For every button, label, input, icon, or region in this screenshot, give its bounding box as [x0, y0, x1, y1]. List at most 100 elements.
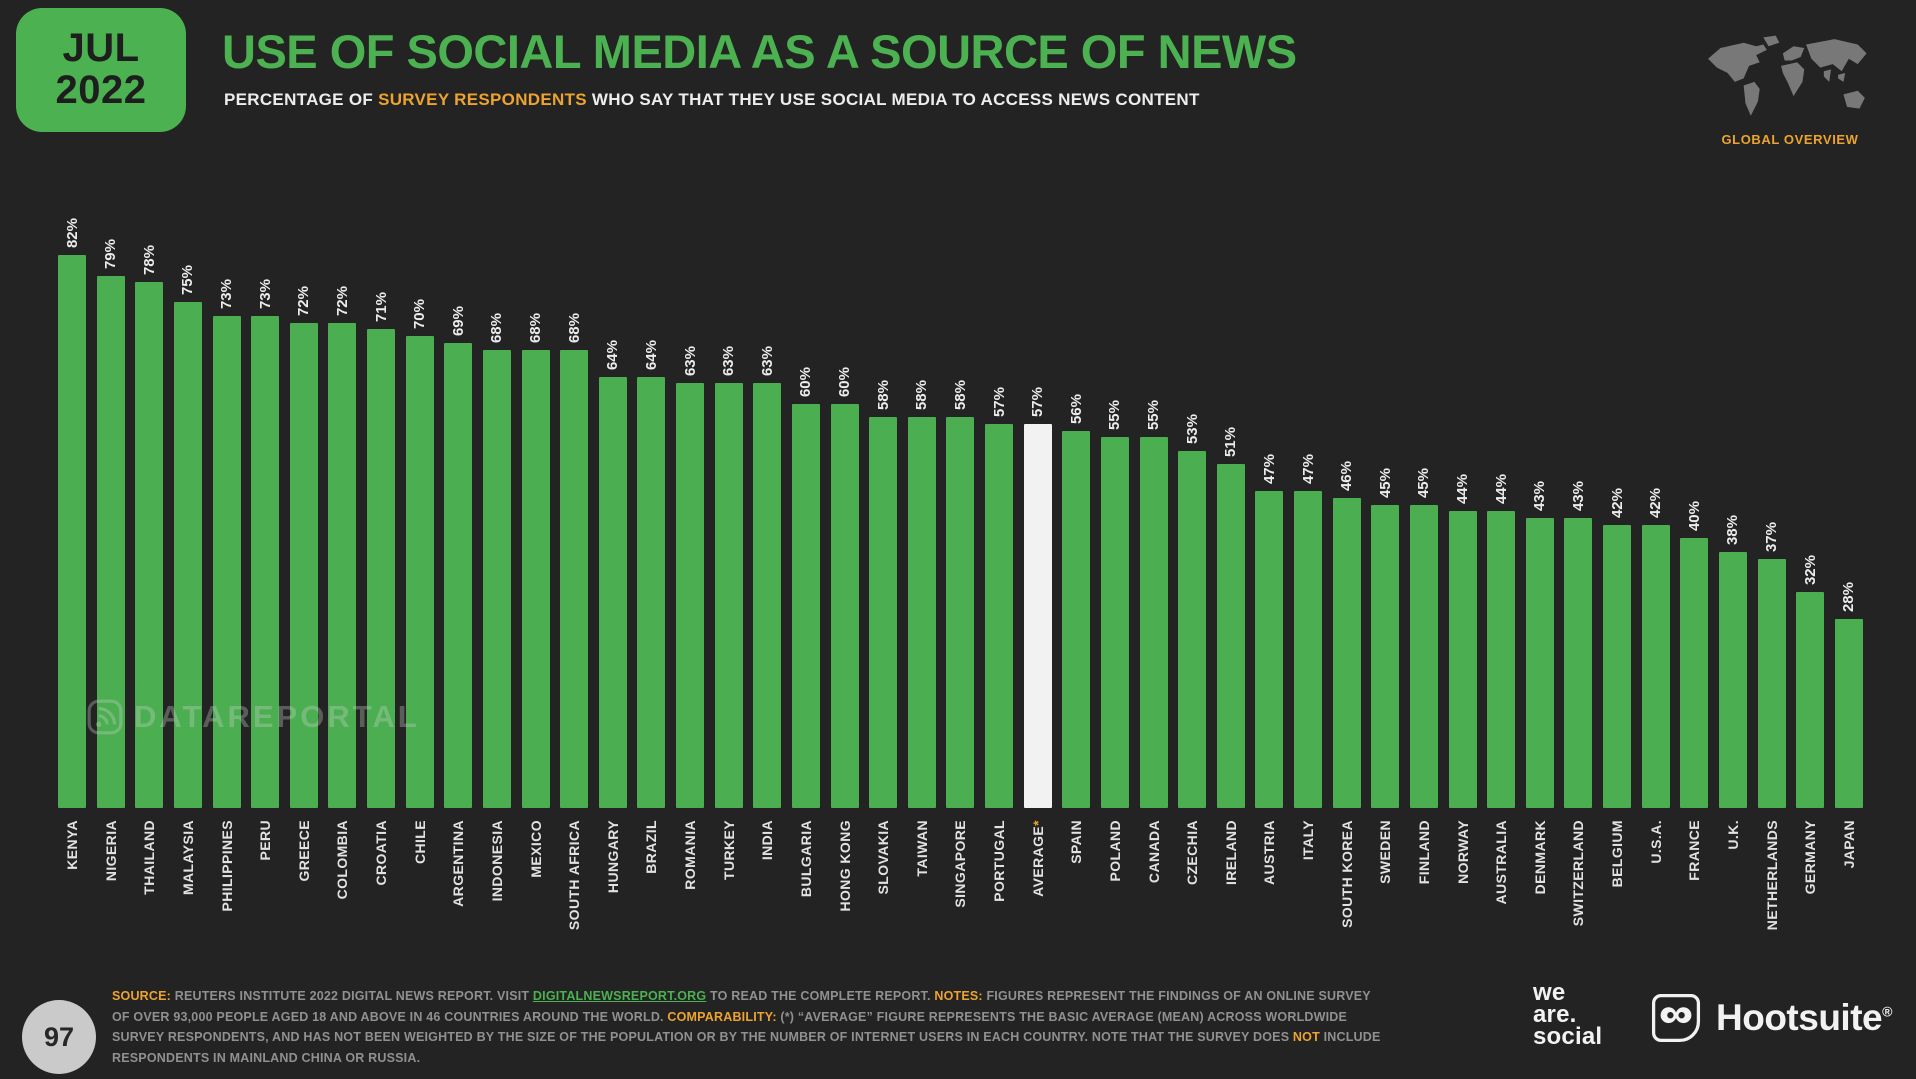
country-label: NETHERLANDS	[1763, 820, 1780, 931]
bar-value-label: 51%	[1222, 426, 1240, 457]
global-overview-block: GLOBAL OVERVIEW	[1700, 32, 1880, 147]
bar	[1757, 559, 1786, 808]
bar-column: 45%	[1371, 467, 1400, 808]
country-label: INDONESIA	[488, 820, 505, 902]
country-label-cell: KENYA	[58, 820, 86, 1020]
bar-column: 28%	[1834, 582, 1863, 808]
bar-value-label: 56%	[1067, 393, 1085, 424]
bar	[1641, 525, 1670, 808]
bar-column: 43%	[1525, 481, 1554, 808]
bar	[791, 404, 820, 808]
page-title: USE OF SOCIAL MEDIA AS A SOURCE OF NEWS	[222, 25, 1297, 78]
bar	[1255, 491, 1284, 808]
bar-column: 47%	[1255, 453, 1284, 808]
bar	[251, 316, 280, 808]
country-label: MEXICO	[527, 820, 544, 878]
note-accent: COMPARABILITY:	[667, 1009, 777, 1024]
page-subtitle: PERCENTAGE OF SURVEY RESPONDENTS WHO SAY…	[224, 90, 1200, 110]
bar-column: 43%	[1564, 481, 1593, 808]
bar	[367, 329, 395, 808]
we-are-social-line: are.	[1533, 1001, 1577, 1028]
bar-value-label: 72%	[333, 285, 351, 316]
page-number-badge: 97	[22, 1000, 96, 1074]
bar-column: 53%	[1178, 414, 1207, 808]
country-label: GREECE	[295, 820, 312, 882]
country-label: CHILE	[411, 820, 428, 864]
bar	[637, 377, 666, 808]
bar	[946, 417, 975, 808]
bar-value-label: 70%	[411, 298, 429, 329]
country-label: SINGAPORE	[952, 820, 969, 908]
bar-value-label: 73%	[218, 278, 235, 309]
country-label: SWEDEN	[1377, 820, 1394, 884]
country-label: SOUTH KOREA	[1338, 820, 1355, 928]
bar	[96, 276, 125, 808]
bar-column: 73%	[251, 278, 280, 808]
bar-column: 58%	[869, 380, 898, 808]
bar-value-label: 63%	[758, 345, 776, 376]
bar-chart: 82% 79% 78% 75% 73% 73% 72% 72% 71% 70% 69% 68% 68% 6…	[58, 170, 1863, 1020]
bar-value-label: 42%	[1647, 487, 1665, 518]
country-label: INDIA	[759, 820, 776, 861]
bar-column: 78%	[135, 245, 164, 808]
bar-value-label: 73%	[256, 278, 274, 309]
bar-value-label: 60%	[836, 366, 853, 397]
country-label: U.S.A.	[1647, 820, 1664, 864]
country-label: SPAIN	[1068, 820, 1085, 864]
hootsuite-wordmark: Hootsuite®	[1716, 997, 1892, 1038]
bar-value-label: 47%	[1260, 453, 1278, 484]
bar-value-label: 57%	[990, 386, 1008, 417]
bar	[830, 404, 859, 808]
bar	[1796, 592, 1825, 808]
note-text: FIGURES REPRESENT THE FINDINGS OF AN ONL…	[112, 989, 1371, 1024]
bar-column: 64%	[598, 340, 627, 808]
bar-column: 44%	[1448, 473, 1477, 808]
bar-column: 64%	[637, 340, 666, 808]
country-label: AUSTRIA	[1261, 820, 1278, 886]
world-map-icon	[1708, 35, 1867, 116]
bar-value-label: 72%	[295, 285, 313, 316]
subtitle-prefix: PERCENTAGE OF	[224, 90, 379, 109]
bar-value-label: 44%	[1454, 473, 1471, 504]
bar	[1487, 511, 1516, 808]
bar-value-label: 45%	[1376, 467, 1394, 498]
bar	[289, 323, 318, 808]
bar-column: 72%	[289, 285, 318, 808]
bar-value-label: 47%	[1299, 453, 1317, 484]
we-are-social-logo: we are. social	[1533, 981, 1602, 1049]
bar-value-label: 55%	[1145, 399, 1162, 430]
bar-value-label: 45%	[1415, 467, 1433, 498]
bar	[1448, 511, 1477, 808]
bar	[1834, 619, 1863, 808]
country-label: COLOMBIA	[334, 820, 351, 900]
source-link[interactable]: DIGITALNEWSREPORT.ORG	[532, 989, 707, 1003]
country-label: PORTUGAL	[991, 820, 1007, 902]
bar	[1603, 525, 1631, 808]
country-label-cell: FINLAND	[1410, 820, 1438, 1020]
bar	[1525, 518, 1554, 808]
average-asterisk: *	[1029, 820, 1046, 826]
bar	[676, 383, 704, 808]
bar	[328, 323, 357, 808]
country-label: BRAZIL	[643, 820, 660, 874]
bar-column: 60%	[830, 366, 859, 808]
bar	[1718, 552, 1747, 808]
bar-value-label: 82%	[63, 217, 81, 248]
date-month: JUL	[62, 26, 140, 71]
bar-column: 71%	[367, 292, 395, 808]
country-label-cell: BELGIUM	[1603, 820, 1631, 1020]
bar-column: 42%	[1603, 488, 1631, 808]
registered-mark: ®	[1882, 1003, 1892, 1020]
bar	[1178, 451, 1207, 808]
date-badge: JUL 2022	[16, 8, 186, 132]
bar	[1294, 491, 1322, 808]
bar-value-label: 63%	[681, 345, 699, 376]
country-label: TAIWAN	[913, 820, 930, 877]
bar	[985, 424, 1013, 808]
note-text: REUTERS INSTITUTE 2022 DIGITAL NEWS REPO…	[171, 989, 533, 1003]
bar	[1139, 437, 1168, 808]
bar	[1680, 538, 1709, 808]
bar-column: 47%	[1294, 454, 1322, 808]
bar	[521, 350, 550, 808]
country-label: HONG KONG	[836, 820, 853, 912]
